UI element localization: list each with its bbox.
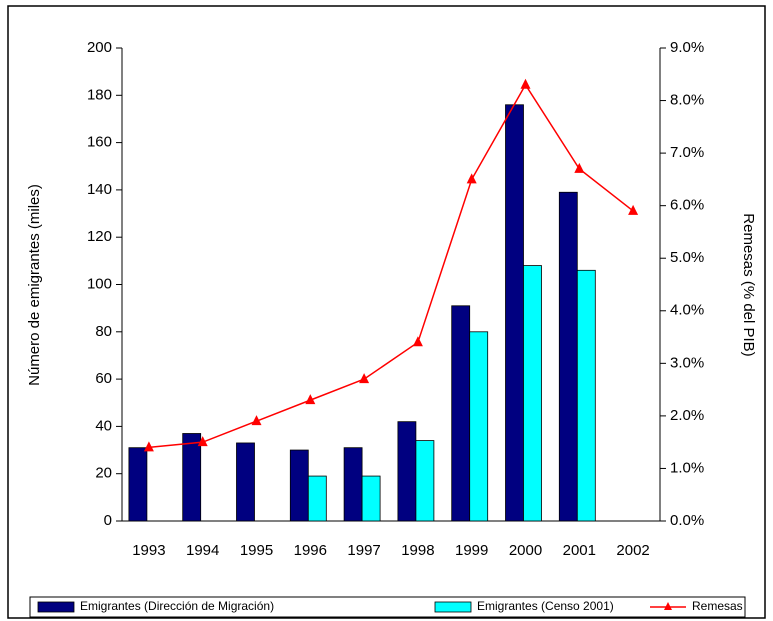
bar: [505, 104, 524, 522]
y-tick-label: 160: [87, 134, 112, 151]
legend-swatch: [434, 601, 472, 613]
bar: [361, 475, 381, 522]
y2-tick-label: 7.0%: [670, 144, 704, 161]
x-tick-label: 2000: [509, 542, 542, 559]
bar: [576, 269, 596, 522]
bar: [236, 442, 255, 522]
y2-tick-label: 4.0%: [670, 302, 704, 319]
bar: [343, 447, 363, 522]
marker: [305, 394, 316, 405]
bar: [289, 449, 309, 522]
y-tick-label: 60: [95, 370, 112, 387]
bar: [307, 475, 327, 522]
y2-tick-label: 2.0%: [670, 407, 704, 424]
x-tick-label: 1999: [455, 542, 488, 559]
legend-box: [29, 596, 746, 618]
y2-tick-label: 9.0%: [670, 39, 704, 56]
y2-tick-label: 0.0%: [670, 512, 704, 529]
x-tick-label: 1997: [347, 542, 380, 559]
bar: [451, 305, 471, 522]
y-tick-label: 20: [95, 465, 112, 482]
x-tick-label: 1998: [401, 542, 434, 559]
legend-label: Emigrantes (Censo 2001): [477, 599, 614, 613]
line: [148, 83, 634, 449]
x-tick-label: 2001: [563, 542, 596, 559]
marker: [520, 78, 531, 89]
marker: [574, 162, 585, 173]
y-tick-label: 0: [104, 512, 112, 529]
marker: [251, 415, 262, 426]
legend-label: Emigrantes (Dirección de Migración): [80, 599, 274, 613]
y-tick-label: 80: [95, 323, 112, 340]
y-tick-label: 140: [87, 181, 112, 198]
marker: [412, 336, 423, 347]
x-tick-label: 2002: [616, 542, 649, 559]
bar: [397, 421, 417, 522]
bar: [128, 447, 148, 522]
bar: [182, 433, 202, 522]
marker: [466, 173, 477, 184]
y2-tick-label: 8.0%: [670, 92, 704, 109]
bar: [469, 331, 489, 522]
marker: [628, 204, 639, 215]
x-tick-label: 1996: [294, 542, 327, 559]
bar: [415, 440, 435, 522]
legend-swatch: [37, 601, 75, 613]
legend: Emigrantes (Dirección de Migración) Emigr…: [29, 596, 746, 618]
x-tick-label: 1993: [132, 542, 165, 559]
marker: [143, 441, 154, 452]
y2-tick-label: 3.0%: [670, 354, 704, 371]
marker: [359, 373, 370, 384]
legend-swatch: [664, 602, 672, 610]
y-tick-label: 120: [87, 228, 112, 245]
legend-label: Remesas: [692, 599, 743, 613]
bar: [523, 265, 542, 522]
y2-tick-label: 1.0%: [670, 459, 704, 476]
y-tick-label: 180: [87, 86, 112, 103]
y-tick-label: 40: [95, 417, 112, 434]
y-tick-label: 200: [87, 39, 112, 56]
x-tick-label: 1995: [240, 542, 273, 559]
bar: [558, 191, 578, 522]
y2-tick-label: 5.0%: [670, 249, 704, 266]
x-tick-label: 1994: [186, 542, 219, 559]
y2-tick-label: 6.0%: [670, 197, 704, 214]
y-axis-label: Número de emigrantes (miles): [26, 184, 43, 386]
marker: [197, 436, 208, 447]
y-tick-label: 100: [87, 275, 112, 292]
y2-axis-label: Remesas (% del PIB): [740, 213, 757, 356]
